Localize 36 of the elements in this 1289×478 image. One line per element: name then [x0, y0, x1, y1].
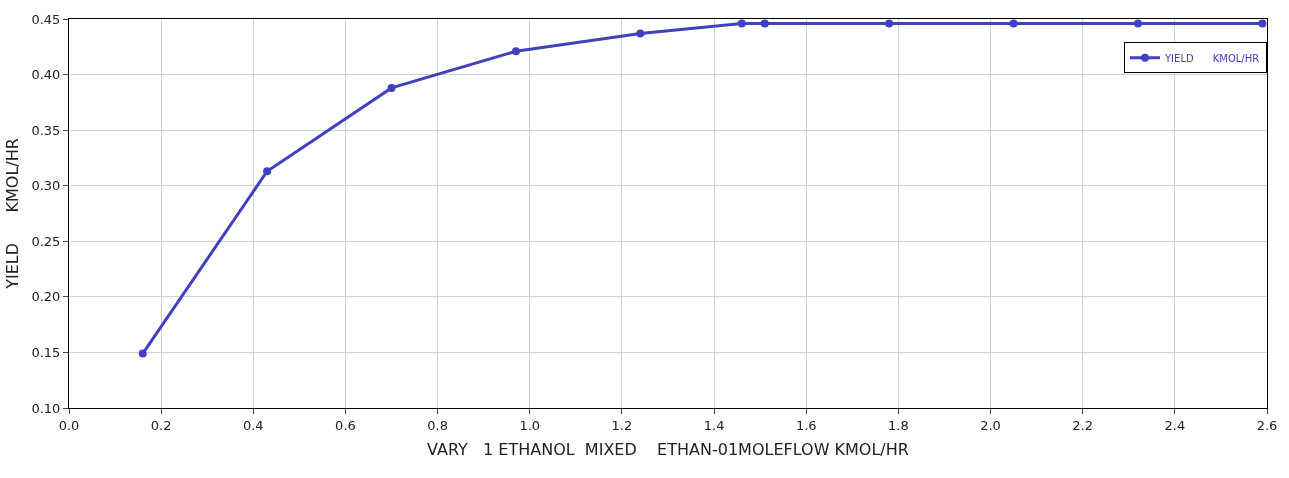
x-axis-title: VARY 1 ETHANOL MIXED ETHAN-01MOLEFLOW KMOL/HR [427, 440, 909, 460]
x-tick-label: 0.4 [242, 417, 264, 433]
y-tick-label: 0.15 [31, 344, 61, 360]
x-tick-label: 1.2 [611, 417, 633, 433]
x-tick-label: 0.2 [150, 417, 172, 433]
x-tick-label: 2.0 [980, 417, 1001, 433]
point [511, 47, 520, 56]
y-tick-label: 0.35 [31, 122, 61, 138]
point [737, 19, 746, 28]
point [138, 349, 147, 358]
x-tick-label: 2.2 [1072, 417, 1094, 433]
point [1009, 19, 1018, 28]
point [760, 19, 769, 28]
x-tick-label: 1.0 [519, 417, 541, 433]
y-tick-label: 0.10 [31, 400, 61, 416]
point [387, 83, 396, 92]
x-tick-label: 2.4 [1164, 417, 1186, 433]
y-tick-label: 0.40 [31, 67, 61, 83]
point [1133, 19, 1142, 28]
y-tick-label: 0.30 [31, 178, 61, 194]
x-tick-label: 1.6 [795, 417, 817, 433]
x-tick-label: 1.4 [703, 417, 725, 433]
legend-label: YIELD KMOL/HR [1164, 52, 1260, 64]
x-tick-label: 0.6 [335, 417, 356, 433]
y-tick-label: 0.45 [31, 11, 61, 27]
point [636, 29, 645, 38]
x-tick-label: 1.8 [888, 417, 909, 433]
y-axis-title: YIELD KMOL/HR [3, 138, 23, 290]
point [263, 167, 272, 176]
y-tick-label: 0.20 [31, 289, 61, 305]
y-tick-label: 0.25 [31, 233, 61, 249]
x-tick-label: 0.8 [427, 417, 448, 433]
x-tick-label: 2.6 [1256, 417, 1278, 433]
point [885, 19, 894, 28]
x-tick-label: 0.0 [58, 417, 80, 433]
point [1258, 19, 1267, 28]
